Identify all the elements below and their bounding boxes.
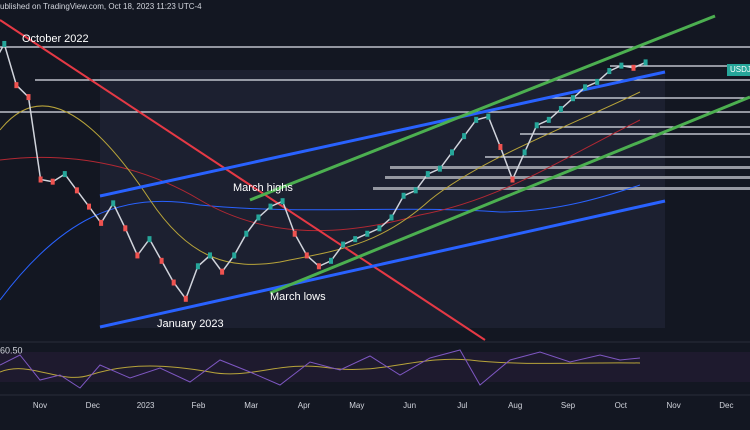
channel-lower — [99, 199, 666, 329]
price-candle — [341, 241, 346, 248]
zone — [390, 166, 750, 169]
price-candle — [329, 257, 333, 264]
price-candle — [220, 268, 225, 275]
zone — [373, 187, 750, 190]
time-tick-label: Jul — [457, 401, 467, 410]
annotation: March lows — [270, 291, 326, 303]
price-candle — [14, 82, 19, 89]
time-tick-label: Apr — [298, 401, 311, 410]
price-candle — [50, 178, 55, 185]
price-candle — [183, 295, 188, 302]
ma-200 — [0, 184, 641, 301]
time-tick-label: Nov — [666, 401, 680, 410]
ticker-tag — [727, 64, 750, 76]
price-candle — [280, 198, 285, 205]
price-candle — [450, 149, 454, 156]
price-candle — [38, 176, 43, 183]
price-candle — [208, 252, 212, 259]
price-candle — [62, 171, 67, 178]
time-tick-label: Dec — [86, 401, 100, 410]
rsi-ma — [0, 358, 641, 378]
time-tick-label: Mar — [244, 401, 258, 410]
price-candle — [111, 200, 116, 207]
price-candle — [26, 94, 31, 101]
price-candle — [413, 187, 418, 194]
price-candle — [232, 252, 237, 259]
price-candle — [607, 68, 612, 75]
annotation: January 2023 — [157, 318, 224, 330]
rsi-band — [0, 352, 750, 382]
time-tick-label: Oct — [615, 401, 628, 410]
time-tick-label: Sep — [561, 401, 576, 410]
price-candle — [316, 263, 321, 270]
price-candle — [171, 279, 176, 286]
price-candle — [546, 116, 551, 123]
price-candle — [498, 143, 503, 150]
price-candle — [377, 225, 382, 232]
annotation: October 2022 — [22, 33, 89, 45]
price-candle — [87, 203, 91, 210]
rsi-label: 60.50 — [0, 345, 23, 355]
price-candle — [74, 187, 79, 194]
time-tick-label: Nov — [33, 401, 47, 410]
zone — [385, 176, 750, 179]
price-candle — [123, 225, 128, 232]
annotation: March highs — [233, 182, 293, 194]
ma-50 — [0, 91, 641, 265]
price-candle — [135, 252, 140, 259]
price-candle — [583, 84, 588, 91]
price-candle — [643, 59, 648, 66]
price-candle — [244, 230, 249, 237]
price-candle — [159, 257, 164, 264]
price-candle — [292, 230, 297, 237]
price-candle — [534, 122, 539, 129]
price-candle — [2, 40, 7, 47]
green-upper — [249, 14, 716, 202]
time-tick-label: Aug — [508, 401, 522, 410]
price-candle — [619, 62, 624, 69]
time-tick-label: 2023 — [137, 401, 155, 410]
price-candle — [558, 106, 563, 113]
price-candle — [522, 149, 527, 156]
price-candle — [195, 263, 200, 270]
price-candle — [401, 192, 406, 199]
time-tick-label: Jun — [403, 401, 416, 410]
price-candle — [147, 236, 152, 243]
price-candle — [256, 214, 261, 221]
price-candle — [304, 252, 309, 259]
price-candle — [437, 165, 442, 172]
rsi-line — [0, 349, 641, 389]
time-tick-label: May — [349, 401, 364, 410]
time-tick-label: Feb — [192, 401, 206, 410]
price-candle — [571, 95, 575, 102]
ticker: USDJPY — [730, 65, 750, 74]
price-candle — [510, 176, 515, 183]
price-candle — [268, 203, 273, 210]
price-candle — [365, 230, 370, 237]
green-lower — [269, 95, 750, 295]
price-candle — [595, 78, 600, 85]
price-candle — [486, 113, 491, 120]
price-candle — [99, 219, 104, 226]
time-tick-label: Dec — [719, 401, 733, 410]
channel-upper — [99, 70, 666, 198]
price-series — [0, 40, 648, 302]
price-candle — [631, 64, 636, 71]
price-candle — [474, 116, 479, 123]
header: ublished on TradingView.com, Oct 18, 202… — [0, 2, 202, 11]
ma-100 — [0, 119, 641, 232]
price-candle — [462, 133, 467, 140]
price-candle — [389, 214, 394, 221]
price-candle — [353, 236, 358, 243]
range-box — [100, 70, 665, 328]
time-axis: Nov Dec 2023 Feb Mar Apr May Jun Jul Aug Sep Oct Nov… — [33, 401, 734, 410]
trend-line — [0, 19, 486, 341]
price-candle — [425, 171, 430, 178]
